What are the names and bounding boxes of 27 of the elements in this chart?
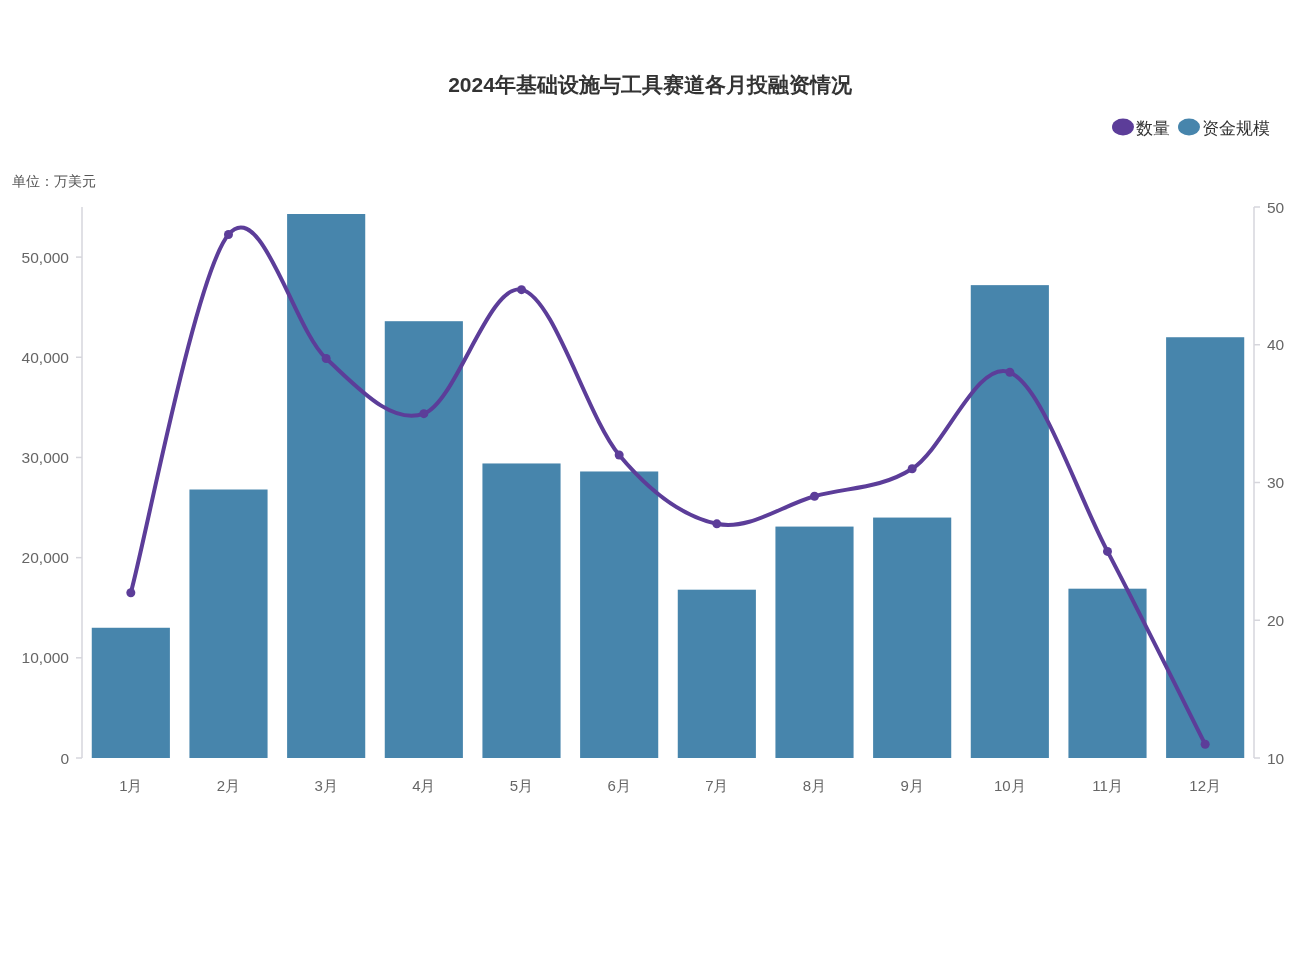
x-tick-label: 11月 — [1092, 777, 1123, 794]
y2-tick-label: 20 — [1267, 611, 1285, 629]
y2-tick-label: 30 — [1267, 474, 1285, 491]
x-tick-label: 12月 — [1189, 777, 1221, 794]
x-tick-label: 1月 — [119, 777, 143, 794]
x-tick-label: 9月 — [900, 777, 924, 794]
legend-label: 数量 — [1136, 118, 1170, 137]
x-tick-label: 3月 — [314, 777, 338, 794]
y-tick-label: 10,000 — [21, 649, 69, 667]
x-tick-label: 6月 — [607, 777, 631, 794]
y-tick-label: 40,000 — [21, 348, 69, 366]
y-tick-label: 50,000 — [21, 248, 69, 266]
y2-tick-label: 10 — [1267, 749, 1285, 767]
x-tick-label: 4月 — [412, 777, 436, 794]
title: 2024年基础设施与工具赛道各月投融资情况 — [448, 73, 852, 96]
y-tick-label: 0 — [60, 749, 69, 767]
x-tick-label: 2月 — [216, 777, 241, 794]
y2-tick-label: 50 — [1267, 198, 1285, 216]
y-axis-title: 单位：万美元 — [12, 173, 96, 189]
legend-label: 资金规模 — [1202, 118, 1270, 137]
y2-tick-label: 40 — [1267, 336, 1285, 354]
x-tick-label: 8月 — [802, 777, 827, 794]
x-tick-label: 7月 — [705, 777, 729, 794]
y-tick-label: 30,000 — [21, 448, 69, 466]
y-tick-label: 20,000 — [21, 549, 69, 567]
x-tick-label: 5月 — [509, 777, 534, 794]
x-tick-label: 10月 — [994, 777, 1026, 794]
